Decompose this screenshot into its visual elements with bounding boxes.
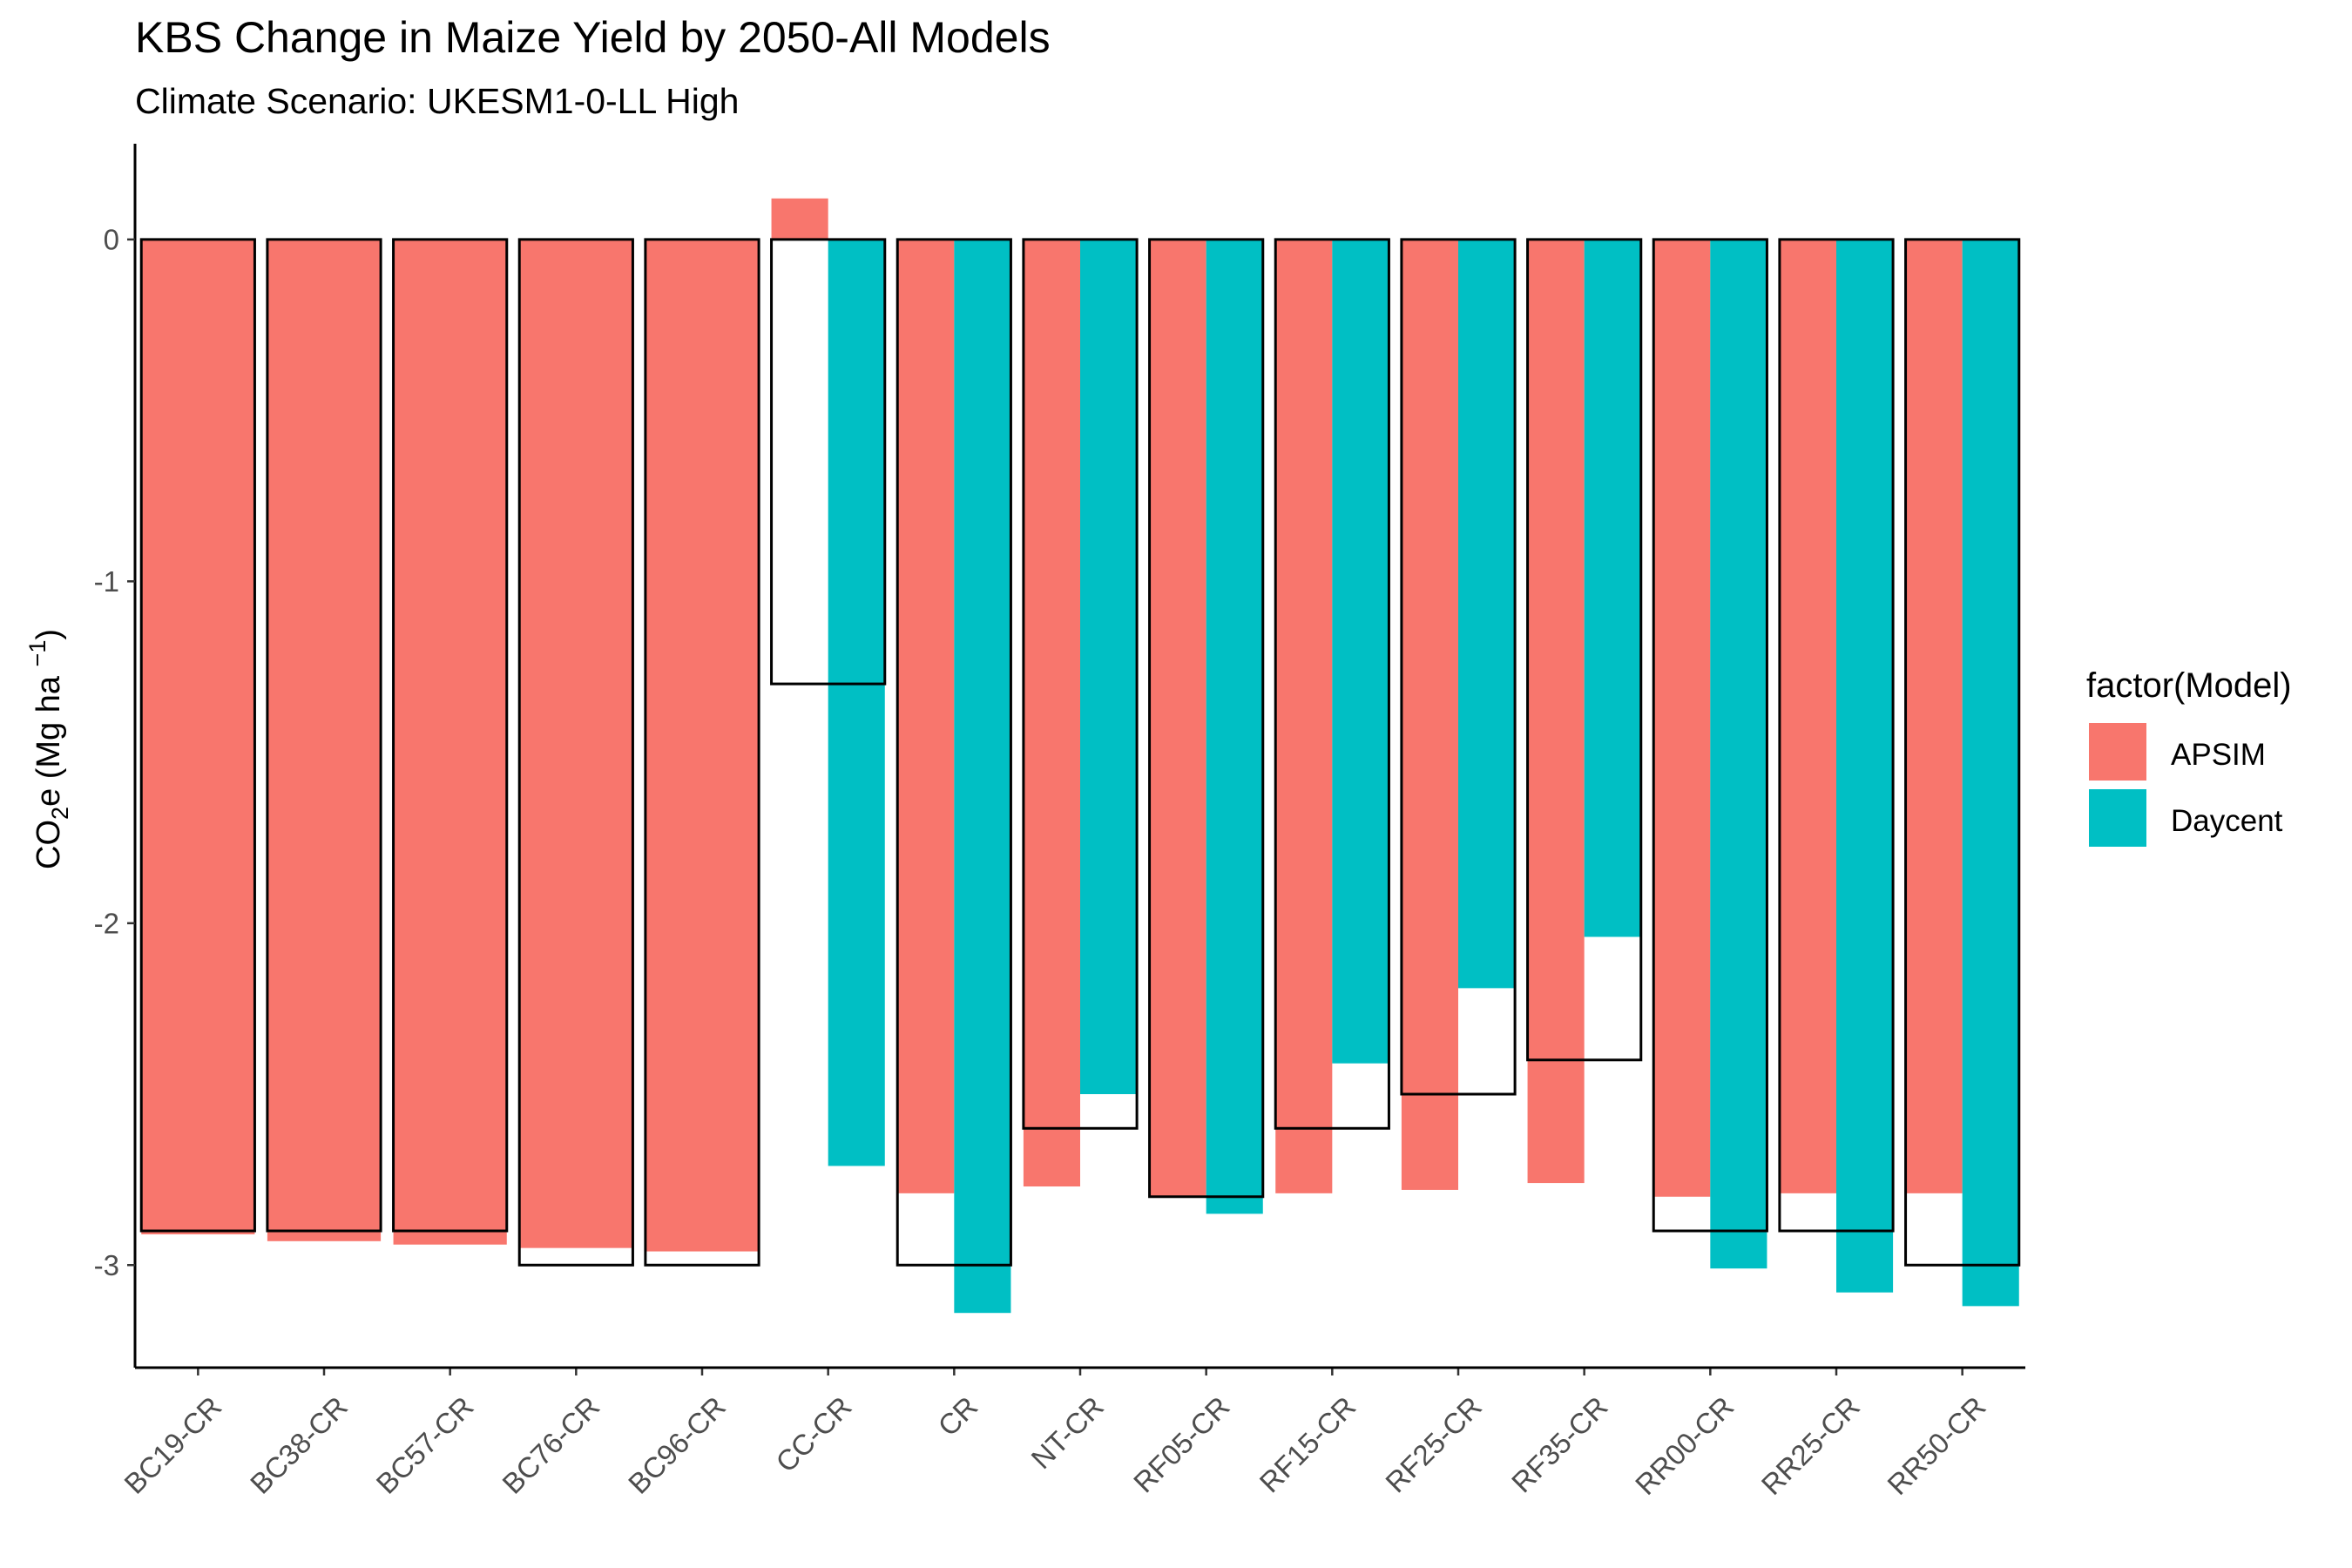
y-axis-title-main: CO [30,820,67,869]
bar-apsim-rr25-cr [1779,239,1836,1193]
legend-label-apsim: APSIM [2171,738,2266,772]
bar-apsim-bc76-cr [519,239,633,1248]
outline-bar-bc19-cr [139,238,256,1233]
bar-apsim-rf25-cr [1401,239,1458,1190]
outline-bar-rf05-cr [1148,238,1265,1199]
outline-bar-rr50-cr [1904,238,2021,1267]
outline-bar-rf35-cr [1526,238,1643,1062]
bar-apsim-nt-cr [1023,239,1080,1186]
outline-bar-cr [896,238,1012,1267]
outline-bar-rf15-cr [1274,238,1390,1130]
legend-label-daycent: Daycent [2171,804,2283,838]
y-axis-title-after-subscript: e (Mg ha [30,666,67,807]
bar-apsim-bc57-cr [393,239,507,1245]
outline-bar-bc57-cr [392,238,509,1233]
y-axis-title-close: ) [30,629,67,640]
outline-bar-nt-cr [1022,238,1139,1130]
bar-daycent-rf35-cr [1584,239,1641,937]
observed-outline-bars [139,238,2021,1267]
bar-daycent-cr [954,239,1011,1314]
bar-apsim-cc-cr [771,198,828,240]
bar-daycent-rf15-cr [1332,239,1389,1064]
legend-title: factor(Model) [2086,666,2292,705]
bar-apsim-bc96-cr [645,239,760,1252]
y-tick-label: 0 [104,223,119,255]
bar-daycent-cc-cr [828,239,885,1166]
bar-apsim-rf05-cr [1149,239,1206,1197]
bar-apsim-cr [897,239,955,1193]
bar-daycent-rr25-cr [1836,239,1894,1293]
legend: factor(Model) APSIM Daycent [2086,666,2292,847]
y-tick-label: -2 [94,907,119,939]
legend-key-daycent [2089,789,2146,847]
chart-subtitle: Climate Scenario: UKESM1-0-LL High [135,81,739,121]
outline-bar-rf25-cr [1400,238,1517,1096]
y-axis-title-superscript: −1 [24,640,51,667]
bar-apsim-rf15-cr [1275,239,1333,1193]
outline-bar-bc38-cr [266,238,382,1233]
chart-title: KBS Change in Maize Yield by 2050-All Mo… [135,13,1051,62]
bar-apsim-rr50-cr [1905,239,1963,1193]
y-axis-title: CO2e (Mg ha −1) [24,629,73,869]
outline-bar-rr00-cr [1652,238,1768,1233]
bar-daycent-rr00-cr [1710,239,1767,1269]
bar-apsim-bc19-cr [141,239,255,1234]
plot-area [141,198,2019,1314]
y-tick-label: -3 [94,1249,119,1281]
outline-bar-cc-cr [770,238,887,686]
y-tick-label: -1 [94,565,119,598]
bar-apsim-rf35-cr [1527,239,1585,1184]
bar-daycent-rf05-cr [1206,239,1263,1214]
outline-bar-rr25-cr [1778,238,1895,1233]
bar-apsim-rr00-cr [1653,239,1711,1197]
legend-key-apsim [2089,723,2146,781]
bar-apsim-bc38-cr [267,239,382,1241]
outline-bar-bc76-cr [517,238,634,1267]
bar-daycent-rr50-cr [1962,239,2019,1307]
bar-daycent-rf25-cr [1458,239,1516,989]
bar-daycent-nt-cr [1080,239,1138,1095]
y-axis-title-subscript: 2 [47,807,73,820]
outline-bar-bc96-cr [644,238,760,1267]
